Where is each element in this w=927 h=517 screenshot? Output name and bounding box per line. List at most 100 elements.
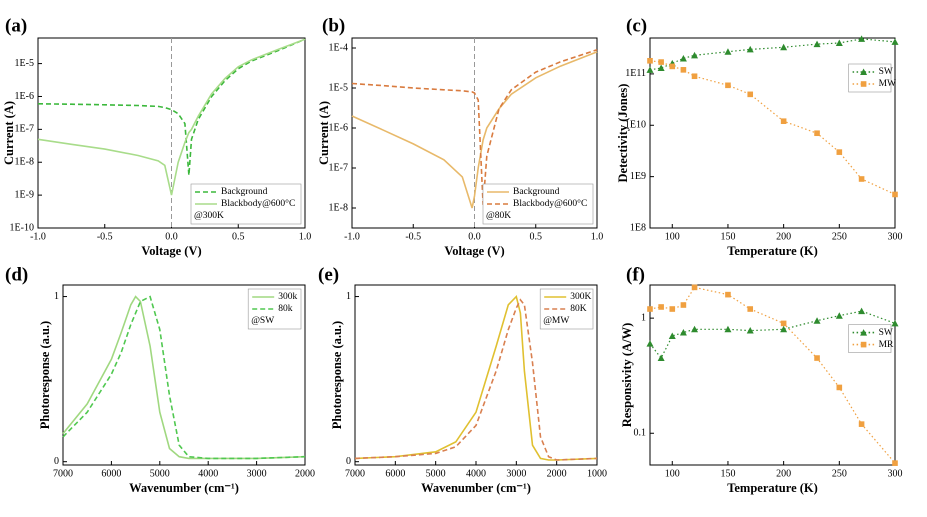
marker xyxy=(680,67,687,73)
x-tick-label: -0.5 xyxy=(97,231,113,242)
marker xyxy=(646,66,654,73)
x-tick-label: 0.0 xyxy=(165,231,178,242)
x-tick-label: 100 xyxy=(665,231,680,242)
marker xyxy=(725,291,731,298)
legend-label: 80k xyxy=(278,304,293,314)
y-axis-label: Photoresponse (a.u.) xyxy=(330,321,344,429)
x-tick-label: 2000 xyxy=(295,468,315,479)
legend-label: Blackbody@600°C xyxy=(221,198,295,209)
y-tick-label: 1 xyxy=(54,291,59,302)
y-tick-label: 1E-4 xyxy=(329,42,348,53)
y-axis-label: Responsivity (A/W) xyxy=(620,323,634,428)
legend-label: Background xyxy=(221,187,268,197)
marker xyxy=(780,118,787,125)
marker xyxy=(836,384,843,391)
plot-frame xyxy=(649,37,896,229)
panel-label: (e) xyxy=(318,264,339,285)
marker xyxy=(725,82,731,89)
y-axis-label: Photoresponse (a.u.) xyxy=(38,321,52,429)
marker xyxy=(835,39,843,46)
x-tick-label: 0.5 xyxy=(530,231,543,242)
panel: (a) -1.0 -0.5 0.0 0.5 1.0 1E-10 1E-9 1E-8 1E-7 1E-… xyxy=(2,15,311,258)
series-line xyxy=(354,295,598,461)
marker xyxy=(892,191,898,198)
x-axis-label: Temperature (K) xyxy=(727,244,818,258)
legend-box xyxy=(848,324,892,353)
marker xyxy=(680,302,687,308)
y-axis-label: Current (A) xyxy=(2,101,16,165)
legend-label: 300K xyxy=(570,292,591,302)
legend-box xyxy=(848,63,892,93)
marker xyxy=(668,332,676,339)
annotation: @300K xyxy=(194,211,224,221)
legend-label: SW xyxy=(879,67,893,77)
y-tick-label: 0 xyxy=(346,456,351,467)
marker xyxy=(892,460,898,466)
marker xyxy=(647,57,653,64)
marker xyxy=(724,325,732,333)
marker xyxy=(669,306,676,312)
x-tick-label: 300 xyxy=(888,468,903,479)
marker xyxy=(891,319,899,327)
plot-frame xyxy=(62,284,306,466)
marker xyxy=(724,48,732,55)
y-tick-label: 0 xyxy=(54,456,59,467)
y-tick-label: 1E-5 xyxy=(329,82,348,93)
x-tick-label: 150 xyxy=(720,231,735,242)
marker xyxy=(658,304,664,310)
x-tick-label: 3000 xyxy=(247,468,267,479)
marker xyxy=(780,325,788,333)
y-tick-label: 1E-7 xyxy=(15,124,34,135)
y-tick-label: 1 xyxy=(641,312,646,323)
legend-label: MR xyxy=(879,340,894,350)
y-tick-label: 1E11 xyxy=(625,68,646,79)
legend-label: MW xyxy=(879,79,896,89)
legend-box xyxy=(482,183,594,225)
panel-label: (f) xyxy=(626,264,645,285)
marker xyxy=(858,176,865,182)
x-axis-label: Wavenumber (cm⁻¹) xyxy=(421,481,531,495)
legend-label: 300k xyxy=(278,292,297,302)
marker xyxy=(747,306,754,312)
x-tick-label: 1.0 xyxy=(591,231,604,242)
x-tick-label: -0.5 xyxy=(405,231,421,242)
y-tick-label: 1 xyxy=(346,291,351,302)
marker xyxy=(858,421,865,427)
annotation: @SW xyxy=(251,316,274,326)
series-line xyxy=(37,38,306,196)
series-line xyxy=(354,298,598,461)
marker xyxy=(691,325,699,333)
marker xyxy=(813,317,821,324)
marker xyxy=(691,284,698,291)
series-line xyxy=(37,38,306,176)
y-tick-label: 1E-10 xyxy=(10,222,34,233)
marker xyxy=(679,54,687,62)
x-tick-label: 4000 xyxy=(198,468,218,479)
annotation: @80K xyxy=(486,211,511,221)
y-tick-label: 0.1 xyxy=(634,428,647,439)
x-tick-label: 6000 xyxy=(101,468,121,479)
x-tick-label: 250 xyxy=(832,231,847,242)
marker xyxy=(780,320,787,327)
x-axis-label: Voltage (V) xyxy=(444,244,504,258)
x-tick-label: 200 xyxy=(776,231,791,242)
plot-frame xyxy=(649,284,896,466)
x-tick-label: 200 xyxy=(776,468,791,479)
panel-label: (b) xyxy=(322,15,345,36)
marker xyxy=(813,40,821,48)
marker xyxy=(691,73,698,80)
legend-label: 80K xyxy=(570,304,587,314)
marker xyxy=(746,327,754,334)
annotation: @MW xyxy=(543,316,569,326)
panel: (f) 100 150 200 250 300 0.1 1 Temperature (K) Res… xyxy=(620,264,903,495)
y-tick-label: 1E9 xyxy=(630,171,646,182)
legend-label: SW xyxy=(879,328,893,338)
marker xyxy=(647,306,653,312)
panel-label: (a) xyxy=(5,15,27,36)
x-tick-label: 250 xyxy=(832,468,847,479)
panel: (e) 7000 6000 5000 4000 3000 2000 1000 0 1 Wavenum… xyxy=(318,264,607,495)
x-tick-label: 7000 xyxy=(53,468,73,479)
marker xyxy=(858,307,866,315)
legend-marker xyxy=(860,341,867,348)
marker xyxy=(657,354,665,362)
